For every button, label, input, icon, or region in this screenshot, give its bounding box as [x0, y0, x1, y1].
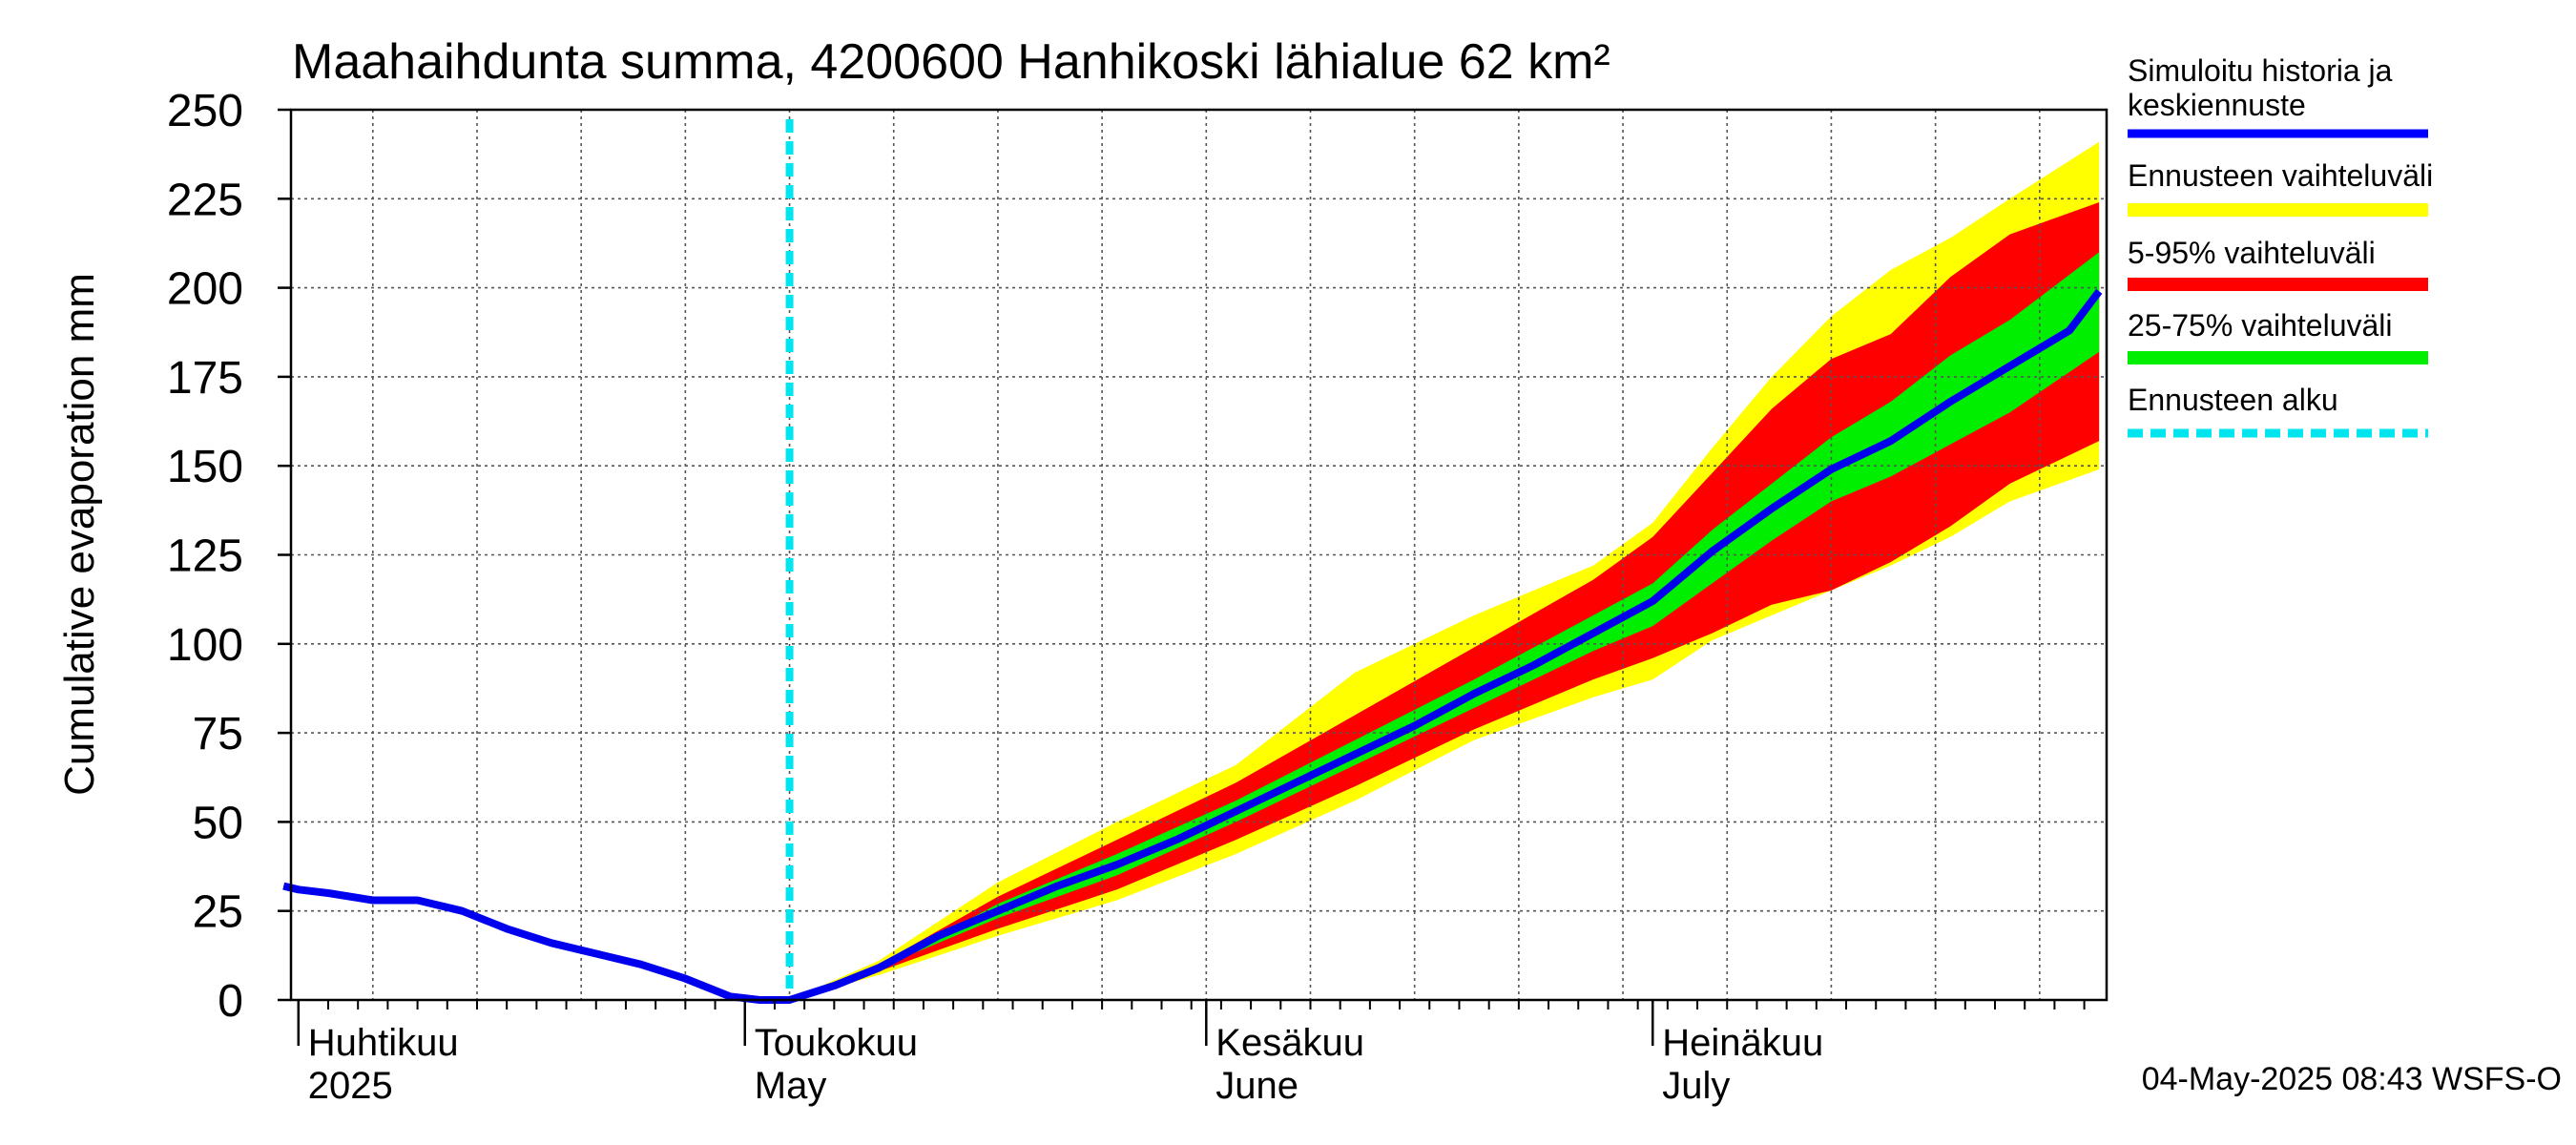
legend-label: 5-95% vaihteluväli	[2128, 236, 2376, 270]
x-month-sublabel: 2025	[308, 1065, 393, 1107]
legend-label: 25-75% vaihteluväli	[2128, 308, 2393, 343]
footer-timestamp: 04-May-2025 08:43 WSFS-O	[2142, 1061, 2562, 1097]
grid-layer	[291, 109, 2107, 1001]
y-tick-label: 50	[193, 798, 243, 848]
x-month-label: Kesäkuu	[1215, 1022, 1364, 1064]
axes-layer: 0 25 50 75 100 125 150 175 200 225 250 Huhtikuu2025…	[167, 86, 2109, 1107]
band-5-95	[789, 202, 2100, 1000]
y-tick-label: 175	[167, 353, 243, 404]
x-month-sublabel: July	[1662, 1065, 1730, 1107]
median-series-line	[282, 288, 2103, 1004]
y-axis-label: Cumulative evaporation mm	[56, 273, 103, 796]
x-month-label: Heinäkuu	[1662, 1022, 1823, 1064]
legend-label: Ennusteen alku	[2128, 383, 2338, 417]
y-tick-label: 0	[218, 976, 243, 1027]
line-layer	[282, 119, 2103, 1004]
band-layer	[789, 141, 2100, 1001]
x-month-label: Toukokuu	[755, 1022, 918, 1064]
y-tick-label: 250	[167, 86, 243, 136]
x-month-label: Huhtikuu	[308, 1022, 459, 1064]
y-tick-label: 25	[193, 887, 243, 938]
chart-title: Maahaihdunta summa, 4200600 Hanhikoski l…	[292, 34, 1610, 90]
x-month-sublabel: June	[1215, 1065, 1298, 1107]
y-tick-label: 125	[167, 531, 243, 582]
y-tick-label: 150	[167, 442, 243, 492]
legend: Simuloitu historia ja keskiennuste Ennuste…	[2128, 53, 2433, 438]
band-forecast-range	[789, 141, 2100, 1001]
x-month-sublabel: May	[755, 1065, 827, 1107]
legend-label: Simuloitu historia ja keskiennuste	[2128, 53, 2393, 122]
y-tick-label: 225	[167, 175, 243, 225]
legend-label: Ennusteen vaihteluväli	[2128, 158, 2433, 193]
y-tick-label: 200	[167, 264, 243, 315]
y-tick-label: 100	[167, 620, 243, 671]
y-tick-label: 75	[193, 709, 243, 760]
